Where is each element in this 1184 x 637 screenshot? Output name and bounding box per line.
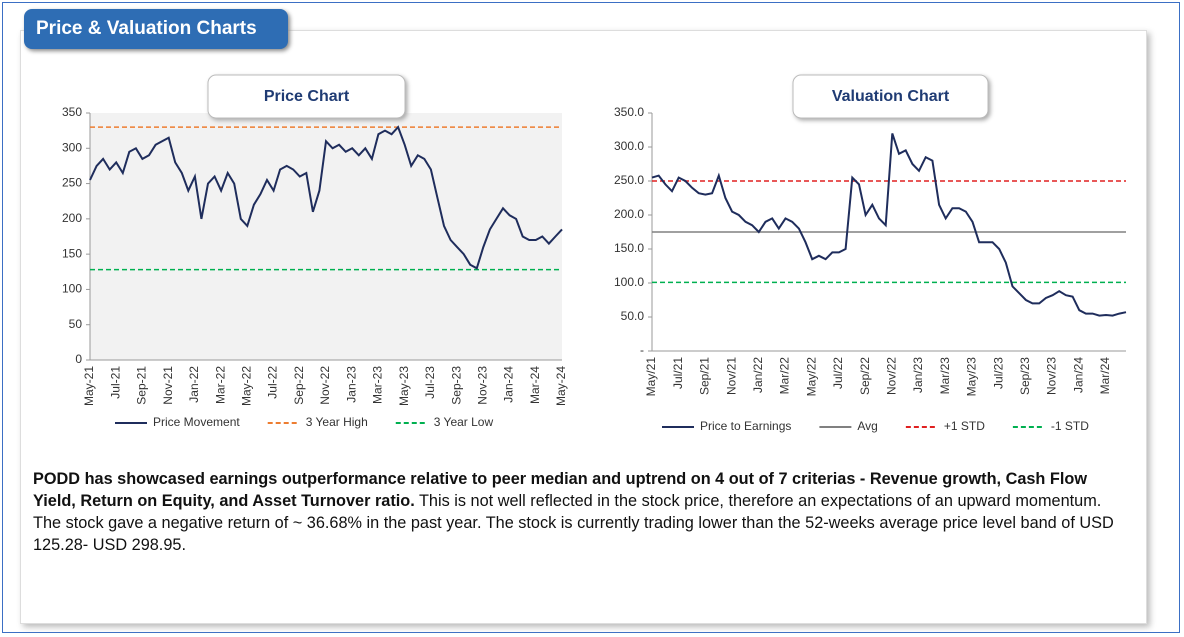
x-tick-label: Nov-23 [476, 366, 490, 405]
y-tick-label: - [640, 343, 644, 357]
y-tick-label: 350 [62, 105, 82, 119]
x-tick-label: Jan/23 [911, 357, 925, 393]
y-tick-label: 300.0 [614, 139, 644, 153]
x-tick-label: Jan/24 [1071, 357, 1085, 393]
x-tick-label: Jul/21 [671, 357, 685, 389]
x-tick-label: Jul/22 [831, 357, 845, 389]
legend-label: Avg [857, 419, 877, 433]
y-tick-label: 300 [62, 140, 82, 154]
price-line [89, 125, 563, 270]
x-tick-label: Nov-21 [161, 366, 175, 405]
x-tick-label: Sep-23 [449, 366, 463, 405]
section-title: Price & Valuation Charts [24, 9, 288, 49]
x-tick-label: Sep/22 [858, 357, 872, 395]
chart-title-box [207, 74, 406, 119]
x-tick-label: May-22 [240, 366, 254, 406]
x-tick-label: Sep-21 [135, 366, 149, 405]
x-tick-label: Mar/24 [1098, 357, 1112, 395]
x-tick-label: Mar-22 [213, 366, 227, 404]
price-line [651, 133, 1127, 317]
x-tick-label: Jul-22 [266, 366, 280, 399]
x-tick-label: Jan-24 [502, 366, 516, 403]
y-tick-label: 250 [62, 176, 82, 190]
commentary-bold: PODD has showcased earnings outperforman… [33, 470, 1087, 510]
x-tick-label: Jul-21 [108, 366, 122, 399]
x-tick-label: Jan/22 [751, 357, 765, 393]
commentary-text: This is not well reflected in the stock … [33, 492, 1114, 554]
commentary: PODD has showcased earnings outperforman… [33, 468, 1133, 556]
y-tick-label: 0 [75, 352, 82, 366]
y-tick-label: 350.0 [614, 105, 644, 119]
chart-title-box [792, 74, 989, 119]
legend-label: -1 STD [1051, 419, 1089, 433]
x-tick-label: Mar-24 [528, 366, 542, 404]
legend-label: 3 Year Low [434, 415, 494, 429]
y-tick-label: 250.0 [614, 173, 644, 187]
x-tick-label: May-24 [554, 366, 568, 406]
x-tick-label: Nov/21 [724, 357, 738, 395]
y-tick-label: 200 [62, 211, 82, 225]
x-tick-label: Nov-22 [318, 366, 332, 405]
legend-label: Price Movement [153, 415, 240, 429]
y-tick-label: 50 [69, 317, 83, 331]
x-tick-label: May/21 [644, 357, 658, 397]
y-tick-label: 200.0 [614, 207, 644, 221]
y-tick-label: 100.0 [614, 275, 644, 289]
x-tick-label: Sep/23 [1018, 357, 1032, 395]
chart-title: Price Chart [264, 88, 350, 105]
x-tick-label: Jan-22 [187, 366, 201, 403]
y-tick-label: 150 [62, 246, 82, 260]
y-tick-label: 150.0 [614, 241, 644, 255]
x-tick-label: May/23 [965, 357, 979, 397]
legend-label: Price to Earnings [700, 419, 791, 433]
y-tick-label: 100 [62, 282, 82, 296]
plot-area [90, 113, 562, 360]
x-tick-label: Mar/22 [778, 357, 792, 395]
y-tick-label: 50.0 [621, 309, 645, 323]
chart-title: Valuation Chart [832, 88, 950, 105]
x-tick-label: Jul-23 [423, 366, 437, 399]
x-tick-label: Nov/23 [1045, 357, 1059, 395]
x-tick-label: Jul/23 [991, 357, 1005, 389]
x-tick-label: Nov/22 [885, 357, 899, 395]
x-tick-label: May/22 [804, 357, 818, 397]
x-tick-label: Mar-23 [371, 366, 385, 404]
x-tick-label: Jan-23 [344, 366, 358, 403]
legend-label: 3 Year High [306, 415, 368, 429]
legend-label: +1 STD [944, 419, 985, 433]
x-tick-label: Sep-22 [292, 366, 306, 405]
x-tick-label: May-23 [397, 366, 411, 406]
charts: Price Chart 0 50 100 150 200 250 300 350 May-21 Ju… [62, 74, 1127, 433]
x-tick-label: Mar/23 [938, 357, 952, 395]
x-tick-label: Sep/21 [698, 357, 712, 395]
x-tick-label: May-21 [82, 366, 96, 406]
